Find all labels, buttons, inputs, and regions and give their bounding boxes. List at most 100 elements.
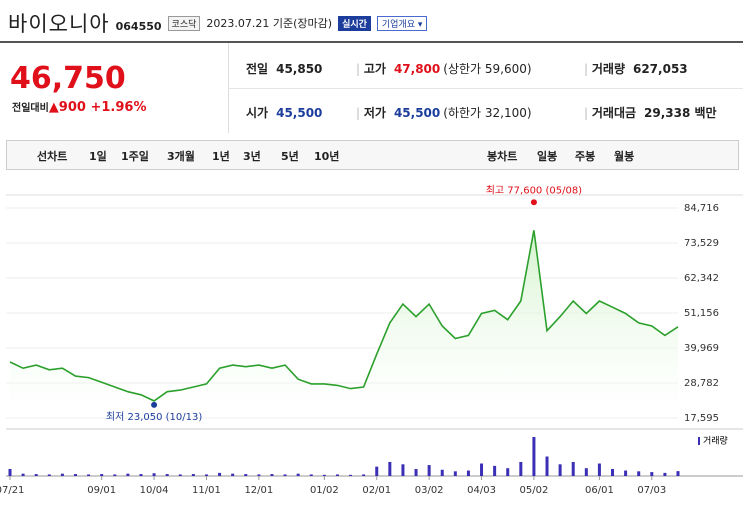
x-tick-label: 07/03 [637,485,666,496]
quote-label: 전일 [246,62,269,76]
volume-bar [624,470,628,476]
separator [0,41,743,43]
volume-bar [440,469,444,476]
row-divider [228,88,743,89]
volume-bar [244,474,248,476]
volume-bar [165,474,169,476]
divider: | [584,62,592,76]
line-tab[interactable]: 1주일 [121,150,149,163]
x-tick-label: 05/02 [520,485,549,496]
line-tab[interactable]: 3개월 [167,150,195,163]
volume-bar [296,473,300,476]
candle-tab[interactable]: 일봉 [537,150,558,163]
x-tick-label: 04/03 [467,485,496,496]
low-label: 최저 23,050 (10/13) [106,411,202,423]
x-tick-label: 07/21 [0,485,24,496]
quote-cell: | 고가 47,800 (상한가 59,600) [356,60,532,77]
line-tab[interactable]: 10년 [314,150,340,163]
quote-cell: 시가 45,500 [246,104,322,121]
volume-bar [401,464,405,476]
volume-bar [152,473,156,476]
quote-cell: | 거래량 627,053 [584,60,688,77]
volume-bar [21,473,25,476]
quote-note: (상한가 59,600) [443,62,532,76]
volume-bar [34,474,38,476]
divider: | [356,62,364,76]
volume-bar [519,461,523,476]
change-pct: +1.96% [90,100,147,115]
quote-cell: | 저가 45,500 (하한가 32,100) [356,104,532,121]
realtime-button[interactable]: 실시간 [338,15,371,31]
volume-bar [584,468,588,476]
y-tick-label: 39,969 [684,343,719,354]
area-fill [10,230,678,418]
x-tick-label: 11/01 [192,485,221,496]
volume-bar [139,474,143,476]
stock-name: 바이오니아 [8,12,110,36]
candle-tab[interactable]: 월봉 [614,150,635,163]
volume-bar [218,472,222,476]
line-tab[interactable]: 1년 [212,150,230,163]
header: 바이오니아 064550 코스닥 2023.07.21 기준(장마감) 실시간 … [8,8,428,38]
quote-label: 거래대금 [591,106,637,120]
volume-bar [637,471,641,476]
volume-bar [558,464,562,476]
change-value: ▲900 [48,100,86,115]
quote-value: 627,053 [632,62,688,76]
high-point [530,199,537,206]
quote-value: 29,338 백만 [644,106,717,120]
volume-bar [191,474,195,476]
volume-bar [349,474,353,476]
divider: | [356,106,364,120]
volume-bar [375,466,379,476]
quote-cell: 전일 45,850 [246,60,322,77]
volume-bar [322,474,326,476]
volume-bar [388,461,392,476]
x-tick-label: 01/02 [310,485,339,496]
volume-bar [87,474,91,476]
volume-bar [113,474,117,476]
market-badge: 코스닥 [167,15,201,31]
volume-bar [8,468,12,476]
line-tab[interactable]: 1일 [89,150,107,163]
quote-value: 45,500 [276,106,323,120]
company-info-button[interactable]: 기업개요 ▾ [376,15,428,31]
volume-bar [204,474,208,476]
high-label: 최고 77,600 (05/08) [486,184,582,196]
volume-bar [597,463,601,476]
volume-bar [100,474,104,476]
y-tick-label: 17,595 [684,413,719,424]
line-tab[interactable]: 3년 [243,150,261,163]
quote-value: 47,800 [393,62,441,76]
volume-bar [493,465,497,476]
x-tick-label: 10/04 [140,485,169,496]
quote-label: 고가 [363,62,386,76]
line-tab[interactable]: 5년 [281,150,299,163]
price: 46,750 [10,61,126,96]
stock-code: 064550 [115,19,162,33]
candle-tab[interactable]: 봉차트 [487,150,518,163]
volume-bar [257,474,261,476]
change-label: 전일대비 [12,103,49,114]
quote-note: (하한가 32,100) [443,106,532,120]
volume-bar [414,468,418,476]
quote-value: 45,500 [393,106,441,120]
volume-bar [571,461,575,476]
period-tabs: 선차트 1일 1주일 3개월 1년 3년 5년 10년 봉차트 일봉 주봉 월봉 [6,140,739,170]
volume-bar [650,472,654,476]
x-tick-label: 02/01 [362,485,391,496]
volume-bar [663,472,667,476]
volume-bar [506,468,510,476]
volume-bar [545,456,549,476]
volume-bar [47,474,51,476]
quote-label: 저가 [363,106,386,120]
volume-bar [126,473,130,476]
candle-tab[interactable]: 주봉 [575,150,596,163]
line-tab[interactable]: 선차트 [37,150,68,163]
y-tick-label: 62,342 [684,273,719,284]
quote-label: 시가 [246,106,269,120]
volume-legend-mark [698,437,700,445]
volume-bar [611,468,615,476]
volume-bar [532,437,536,476]
